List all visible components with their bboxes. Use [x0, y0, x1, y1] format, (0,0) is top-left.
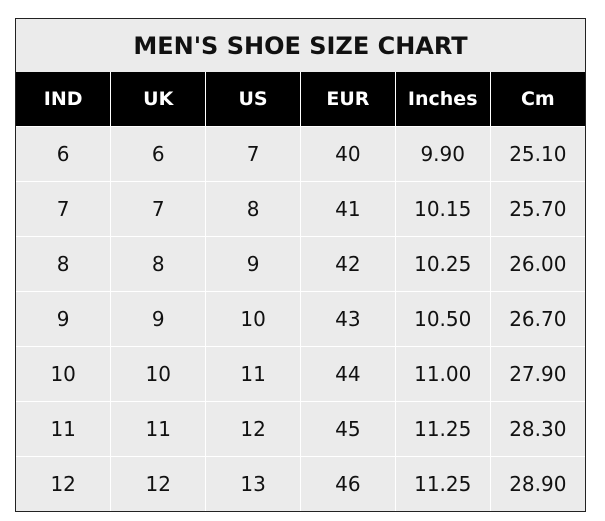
table-cell: 11.00	[394, 346, 491, 402]
table-cell: 11.25	[394, 401, 491, 457]
table-cell: 26.70	[489, 291, 585, 347]
table-cell: 11	[110, 401, 207, 457]
table-cell: 10.15	[394, 181, 491, 237]
table-cell: 7	[16, 181, 112, 237]
table-cell: 12	[110, 456, 207, 511]
table-cell: 10.50	[394, 291, 491, 347]
table-cell: 26.00	[489, 236, 585, 292]
table-cell: 40	[299, 126, 396, 182]
column-header: IND	[16, 72, 111, 127]
table-cell: 8	[16, 236, 112, 292]
table-cell: 46	[299, 456, 396, 511]
table-row: 10 10 11 44 11.00 27.90	[16, 346, 585, 402]
table-row: 9 9 10 43 10.50 26.70	[16, 291, 585, 347]
table-cell: 12	[205, 401, 301, 457]
table-row: 6 6 7 40 9.90 25.10	[16, 126, 585, 182]
table-cell: 13	[205, 456, 301, 511]
table-cell: 8	[110, 236, 207, 292]
table-cell: 11	[16, 401, 112, 457]
table-row: 7 7 8 41 10.15 25.70	[16, 181, 585, 237]
table-row: 8 8 9 42 10.25 26.00	[16, 236, 585, 292]
header-row: IND UK US EUR Inches Cm	[16, 72, 585, 127]
table-cell: 11	[205, 346, 301, 402]
table-cell: 10	[205, 291, 301, 347]
column-header: Inches	[394, 72, 491, 127]
column-header: Cm	[489, 72, 585, 127]
table-cell: 27.90	[489, 346, 585, 402]
table-cell: 9	[205, 236, 301, 292]
table-cell: 25.10	[489, 126, 585, 182]
column-header: EUR	[299, 72, 396, 127]
chart-title: MEN'S SHOE SIZE CHART	[133, 32, 468, 60]
table-cell: 25.70	[489, 181, 585, 237]
table-cell: 6	[16, 126, 112, 182]
table-cell: 10	[110, 346, 207, 402]
table-cell: 41	[299, 181, 396, 237]
size-table: IND UK US EUR Inches Cm 6 6 7 40 9.90 25.10 7 7 8 41 10…	[16, 72, 585, 511]
table-cell: 28.30	[489, 401, 585, 457]
table-cell: 42	[299, 236, 396, 292]
table-cell: 10.25	[394, 236, 491, 292]
table-cell: 10	[16, 346, 112, 402]
column-header: UK	[110, 72, 206, 127]
table-cell: 45	[299, 401, 396, 457]
table-cell: 12	[16, 456, 112, 511]
column-header: US	[205, 72, 301, 127]
table-cell: 28.90	[489, 456, 585, 511]
table-cell: 8	[205, 181, 301, 237]
table-cell: 7	[110, 181, 207, 237]
table-cell: 11.25	[394, 456, 491, 511]
table-row: 11 11 12 45 11.25 28.30	[16, 401, 585, 457]
table-row: 12 12 13 46 11.25 28.90	[16, 456, 585, 511]
table-cell: 9.90	[394, 126, 491, 182]
table-cell: 44	[299, 346, 396, 402]
table-cell: 7	[205, 126, 301, 182]
table-cell: 43	[299, 291, 396, 347]
table-cell: 6	[110, 126, 207, 182]
table-cell: 9	[16, 291, 112, 347]
table-cell: 9	[110, 291, 207, 347]
size-chart: MEN'S SHOE SIZE CHART IND UK US EUR Inches Cm…	[15, 18, 586, 512]
